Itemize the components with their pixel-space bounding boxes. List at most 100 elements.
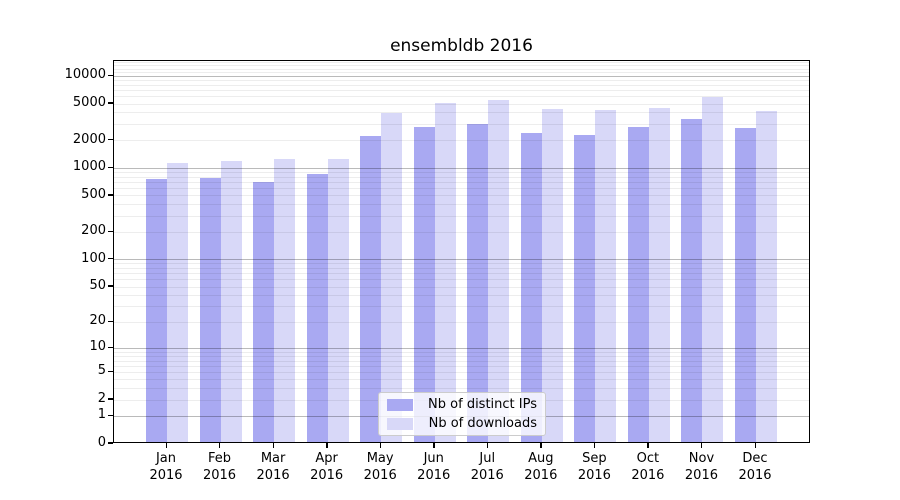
y-tick-label: 1000 bbox=[72, 159, 106, 175]
bar-downloads-jul bbox=[488, 100, 510, 442]
y-tick-mark bbox=[108, 74, 113, 77]
x-tick-label: Apr 2016 bbox=[310, 451, 344, 483]
bar-distinct-ips-may bbox=[360, 136, 382, 442]
gridline bbox=[114, 279, 809, 281]
chart-title: ensembldb 2016 bbox=[390, 36, 533, 56]
y-tick-label: 2000 bbox=[72, 131, 106, 147]
y-tick-label: 100 bbox=[81, 250, 106, 266]
gridline bbox=[114, 295, 809, 297]
gridline bbox=[114, 215, 809, 217]
x-tick-mark bbox=[593, 443, 596, 448]
gridline bbox=[114, 181, 809, 183]
bar-distinct-ips-sep bbox=[574, 134, 596, 442]
y-tick-label: 500 bbox=[81, 186, 106, 202]
x-tick-label: Aug 2016 bbox=[524, 451, 558, 483]
bar-downloads-jan bbox=[167, 163, 188, 442]
gridline bbox=[114, 140, 809, 142]
bar-distinct-ips-mar bbox=[253, 181, 275, 442]
x-tick-label: Jan 2016 bbox=[149, 451, 183, 483]
bar-distinct-ips-aug bbox=[520, 133, 542, 442]
gridline bbox=[114, 96, 809, 98]
x-tick-mark bbox=[326, 443, 328, 448]
y-tick-mark bbox=[108, 166, 113, 168]
legend-row-distinct-ips: Nb of distinct IPs bbox=[387, 397, 537, 412]
gridline bbox=[114, 204, 809, 206]
gridline bbox=[114, 90, 809, 92]
x-tick-mark bbox=[700, 443, 703, 448]
x-tick-label: Feb 2016 bbox=[202, 451, 237, 483]
gridline bbox=[114, 62, 809, 64]
gridline bbox=[114, 306, 809, 308]
bar-downloads-mar bbox=[274, 159, 296, 442]
gridline bbox=[114, 379, 809, 381]
legend-swatch-downloads bbox=[387, 417, 413, 430]
y-tick-mark bbox=[108, 194, 113, 196]
y-tick-mark bbox=[108, 138, 113, 141]
x-tick-label: Jul 2016 bbox=[470, 451, 504, 483]
bar-distinct-ips-feb bbox=[199, 177, 221, 442]
y-tick-label: 10 bbox=[89, 339, 106, 355]
gridline bbox=[114, 351, 809, 353]
gridline bbox=[114, 167, 809, 169]
y-tick-mark bbox=[108, 398, 113, 400]
x-tick-mark bbox=[647, 443, 649, 448]
x-tick-label: Oct 2016 bbox=[631, 451, 665, 483]
y-tick-mark bbox=[108, 285, 113, 287]
legend-label-downloads: Nb of downloads bbox=[428, 415, 537, 431]
gridline bbox=[114, 171, 809, 173]
gridline bbox=[114, 80, 809, 82]
gridline bbox=[114, 123, 809, 125]
gridline bbox=[114, 268, 809, 270]
bar-distinct-ips-jul bbox=[467, 124, 489, 442]
bar-distinct-ips-apr bbox=[306, 173, 328, 442]
gridline bbox=[114, 347, 809, 349]
gridline bbox=[114, 84, 809, 86]
bar-downloads-feb bbox=[220, 161, 242, 442]
y-tick-mark bbox=[108, 258, 113, 260]
x-tick-mark bbox=[754, 443, 756, 448]
gridline bbox=[114, 68, 809, 70]
y-tick-label: 5000 bbox=[72, 95, 106, 111]
gridline bbox=[114, 231, 809, 233]
bar-downloads-nov bbox=[702, 96, 724, 442]
gridline bbox=[114, 75, 809, 77]
gridline bbox=[114, 176, 809, 178]
gridline bbox=[114, 365, 809, 367]
y-tick-mark bbox=[108, 320, 113, 323]
x-tick-label: Nov 2016 bbox=[684, 451, 718, 483]
y-tick-mark bbox=[108, 102, 113, 104]
bar-distinct-ips-dec bbox=[735, 127, 756, 442]
gridline bbox=[114, 273, 809, 275]
gridline bbox=[114, 355, 809, 357]
gridline bbox=[114, 72, 809, 74]
x-tick-mark bbox=[379, 443, 382, 448]
x-tick-label: May 2016 bbox=[363, 451, 397, 483]
x-tick-label: Jun 2016 bbox=[417, 451, 451, 483]
y-tick-label: 2 bbox=[97, 391, 106, 407]
gridline bbox=[114, 112, 809, 114]
y-tick-label: 200 bbox=[81, 223, 106, 239]
y-tick-label: 50 bbox=[89, 278, 106, 294]
bar-downloads-oct bbox=[648, 108, 670, 442]
bar-downloads-aug bbox=[541, 109, 563, 442]
x-tick-mark bbox=[433, 443, 435, 448]
bar-downloads-may bbox=[381, 112, 403, 442]
x-tick-label: Sep 2016 bbox=[577, 451, 611, 483]
gridline bbox=[114, 195, 809, 197]
y-tick-label: 0 bbox=[97, 435, 106, 450]
x-tick-mark bbox=[540, 443, 542, 448]
x-tick-mark bbox=[272, 443, 274, 448]
bar-distinct-ips-nov bbox=[681, 118, 703, 442]
y-tick-mark bbox=[108, 414, 113, 417]
bar-downloads-apr bbox=[327, 159, 349, 442]
gridline bbox=[114, 103, 809, 105]
y-tick-mark bbox=[108, 370, 113, 373]
x-tick-mark bbox=[486, 443, 489, 448]
y-tick-label: 20 bbox=[89, 313, 106, 329]
gridline bbox=[114, 321, 809, 323]
gridline bbox=[114, 263, 809, 265]
legend-row-downloads: Nb of downloads bbox=[387, 415, 537, 431]
plot-area: Nb of distinct IPs Nb of downloads bbox=[113, 60, 810, 443]
gridline bbox=[114, 360, 809, 362]
y-tick-label: 5 bbox=[97, 363, 106, 379]
